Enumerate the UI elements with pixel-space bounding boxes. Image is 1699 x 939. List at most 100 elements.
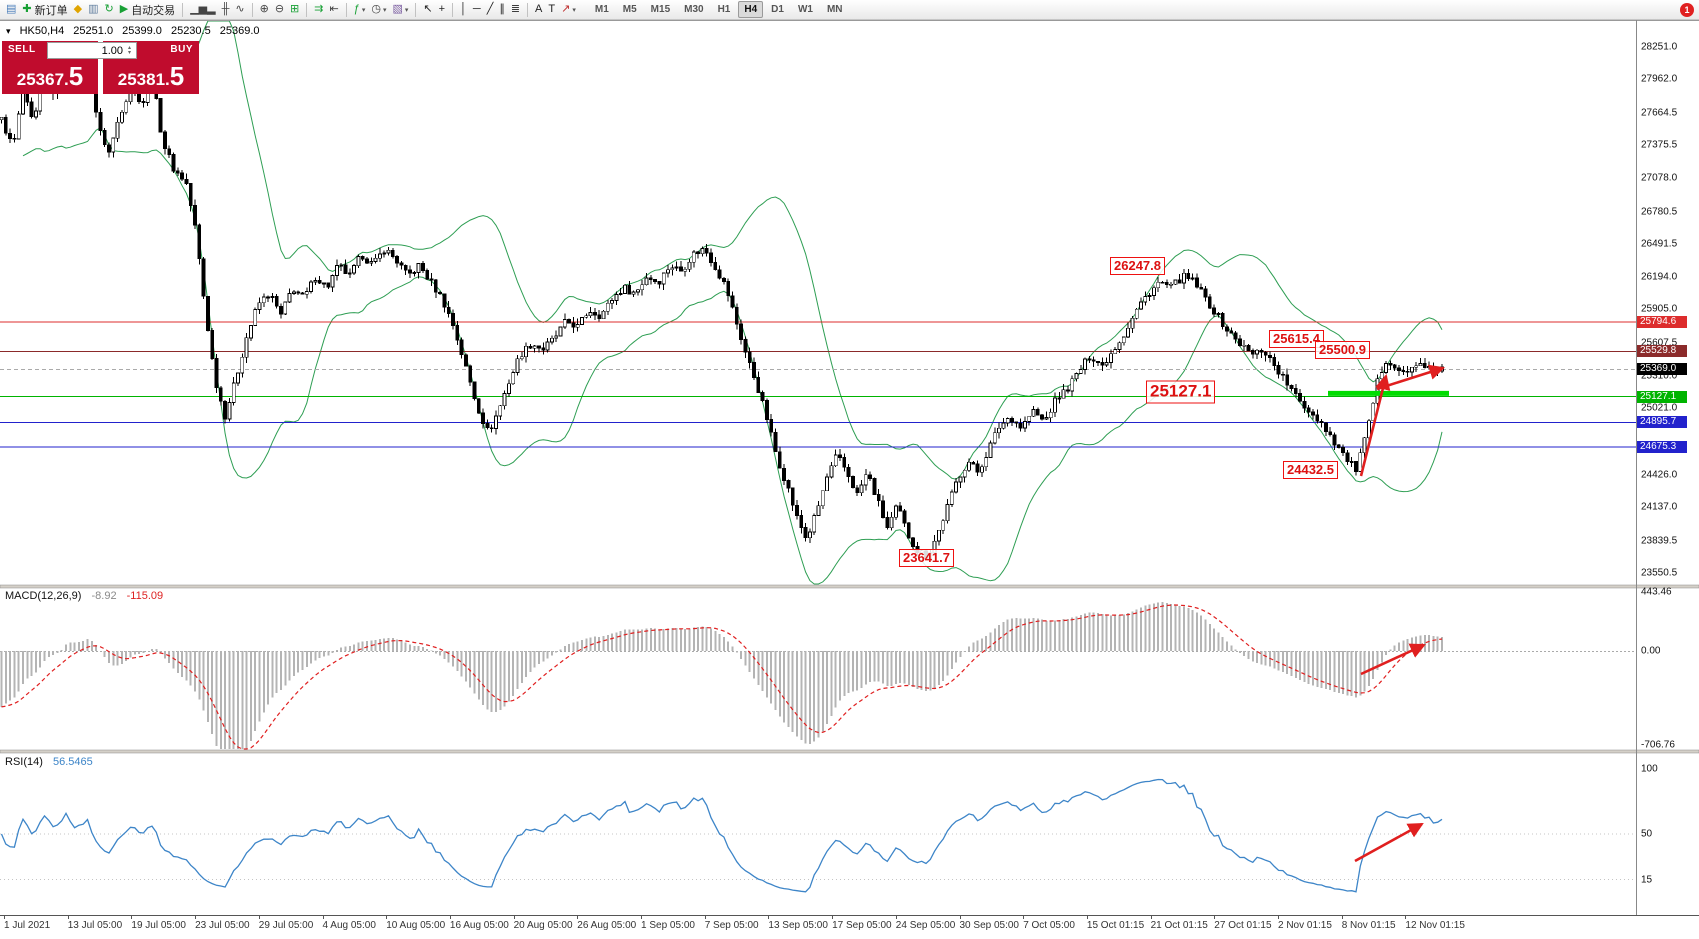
buy-label: BUY (170, 44, 193, 55)
tile-windows-button[interactable]: ⊞ (287, 1, 302, 19)
timeframe-W1[interactable]: W1 (797, 4, 813, 15)
trend-arrow[interactable] (1360, 643, 1426, 676)
timeframe-M15[interactable]: M15 (650, 4, 671, 15)
price-annotation[interactable]: 23641.7 (899, 549, 954, 568)
stepper-up-icon[interactable]: ▴ (127, 44, 131, 51)
trend-arrow[interactable] (1376, 364, 1445, 391)
chevron-down-icon: ▾ (572, 6, 576, 14)
text-icon: A (535, 3, 543, 15)
timeframe-M1[interactable]: M1 (594, 4, 609, 15)
chart-shift-icon: ⇤ (329, 3, 339, 15)
price-annotation[interactable]: 25127.1 (1146, 380, 1216, 404)
navigator-icon: ↻ (104, 3, 114, 15)
text-label-button[interactable]: T (545, 1, 558, 19)
data-window-icon: ▥ (88, 3, 99, 15)
volume-input[interactable]: 1.00 ▴ ▾ (47, 42, 137, 59)
auto-scroll-button[interactable]: ⇉ (311, 1, 326, 19)
periods-icon: ◷ (371, 3, 381, 15)
text-button[interactable]: A (532, 1, 545, 19)
chevron-down-icon: ▾ (404, 6, 409, 14)
volume-stepper[interactable]: ▴ ▾ (124, 43, 135, 58)
auto-trading-button[interactable]: ▶ 自动交易 (117, 1, 178, 19)
price-annotation[interactable]: 26247.8 (1110, 257, 1165, 276)
candlestick-series (0, 53, 1444, 560)
panel-divider-macd[interactable] (0, 584, 1699, 589)
sell-price: 25367.5 (16, 61, 84, 91)
price-annotation[interactable]: 25500.9 (1315, 341, 1370, 360)
line-chart-icon: ∿ (235, 3, 245, 15)
crosshair-icon: + (438, 3, 446, 15)
macd-signal-line (1, 604, 1443, 750)
stepper-down-icon[interactable]: ▾ (127, 49, 131, 56)
cursor-button[interactable]: ↖ (420, 1, 435, 19)
bar-chart-button[interactable]: ▁▅▂ (187, 1, 218, 19)
toolbar-separator (527, 2, 529, 17)
auto-trading-button-label: 自动交易 (131, 4, 176, 17)
macd-histogram (0, 602, 1443, 749)
horizontal-line-icon: ─ (472, 3, 481, 15)
notification-badge[interactable]: 1 (1680, 3, 1694, 17)
new-order-icon: ✚ (22, 3, 32, 15)
indicators-button[interactable]: ƒ ▾ (351, 1, 369, 19)
rsi-line (0, 778, 1443, 893)
timeframe-D1[interactable]: D1 (771, 4, 784, 15)
cursor-icon: ↖ (423, 3, 433, 15)
one-click-trading-toggle-icon[interactable]: ▾ (6, 26, 11, 36)
trendline-button[interactable]: ╱ (484, 1, 497, 19)
new-order-button-label: 新订单 (34, 4, 68, 17)
navigator-button[interactable]: ↻ (102, 1, 117, 19)
crosshair-button[interactable]: + (436, 1, 448, 19)
vertical-line-icon: │ (460, 3, 467, 15)
new-chart-button[interactable]: ▤ (3, 1, 19, 19)
timeframe-M5[interactable]: M5 (622, 4, 637, 15)
horizontal-line-button[interactable]: ─ (470, 1, 484, 19)
toolbar: ▤ ✚ 新订单 ◆ ▥ ↻ ▶ 自动交易 ▁▅▂ ╫ ∿ ⊕ ⊖ ⊞ ⇉ ⇤ ƒ ▾ ◷ ▾ ▧ ▾ ↖ + │ ─ ╱ ∥ ≣ A T ↗ ▾… (0, 0, 1699, 20)
timeframe-H1[interactable]: H1 (717, 4, 731, 15)
rsi-value: 56.5465 (52, 756, 93, 768)
arrows-button[interactable]: ↗ ▾ (558, 1, 579, 19)
profiles-button[interactable]: ◆ (71, 1, 85, 19)
auto-trading-icon: ▶ (119, 3, 129, 15)
toolbar-separator (251, 2, 253, 17)
macd-name: MACD(12,26,9) (5, 590, 82, 602)
periods-button[interactable]: ◷ ▾ (368, 1, 389, 19)
toolbar-separator (452, 2, 454, 17)
zoom-out-button[interactable]: ⊖ (272, 1, 287, 19)
channel-icon: ∥ (499, 3, 505, 15)
zoom-in-icon: ⊕ (259, 3, 269, 15)
channel-button[interactable]: ∥ (496, 1, 508, 19)
timeframe-H4[interactable]: H4 (738, 1, 764, 18)
buy-price: 25381.5 (117, 61, 185, 91)
one-click-trading-panel: SELL 25367.5 BUY 25381.5 1.00 ▴ ▾ (2, 41, 199, 94)
candlestick-chart-button[interactable]: ╫ (219, 1, 233, 19)
price-annotation[interactable]: 24432.5 (1283, 461, 1338, 480)
line-chart-button[interactable]: ∿ (232, 1, 247, 19)
toolbar-separator (306, 2, 308, 17)
fibonacci-button[interactable]: ≣ (508, 1, 523, 19)
bar-chart-icon: ▁▅▂ (190, 3, 216, 15)
chart-shift-button[interactable]: ⇤ (326, 1, 341, 19)
price-annotation[interactable]: 25615.4 (1269, 330, 1324, 349)
data-window-button[interactable]: ▥ (85, 1, 101, 19)
timeframe-M30[interactable]: M30 (684, 4, 704, 15)
panel-divider-rsi[interactable] (0, 749, 1699, 754)
toolbar-buttons: ▤ ✚ 新订单 ◆ ▥ ↻ ▶ 自动交易 ▁▅▂ ╫ ∿ ⊕ ⊖ ⊞ ⇉ ⇤ ƒ ▾ ◷ ▾ ▧ ▾ ↖ + │ ─ ╱ ∥ ≣ A T ↗ ▾ (3, 0, 579, 19)
vertical-line-button[interactable]: │ (457, 1, 470, 19)
trend-arrow[interactable] (1359, 373, 1391, 477)
ohlc-open: 25251.0 (73, 25, 114, 37)
macd-main-value: -8.92 (91, 590, 117, 602)
templates-button[interactable]: ▧ ▾ (389, 1, 411, 19)
arrows-icon: ↗ (561, 3, 571, 15)
volume-value: 1.00 (101, 44, 123, 57)
timeframe-MN[interactable]: MN (826, 4, 843, 15)
toolbar-separator (345, 2, 347, 17)
new-order-button[interactable]: ✚ 新订单 (19, 1, 70, 19)
symbol-period: HK50,H4 (19, 25, 65, 37)
trend-arrow[interactable] (1354, 822, 1424, 863)
chevron-down-icon: ▾ (361, 6, 366, 14)
chevron-down-icon: ▾ (382, 6, 387, 14)
zoom-in-button[interactable]: ⊕ (257, 1, 272, 19)
